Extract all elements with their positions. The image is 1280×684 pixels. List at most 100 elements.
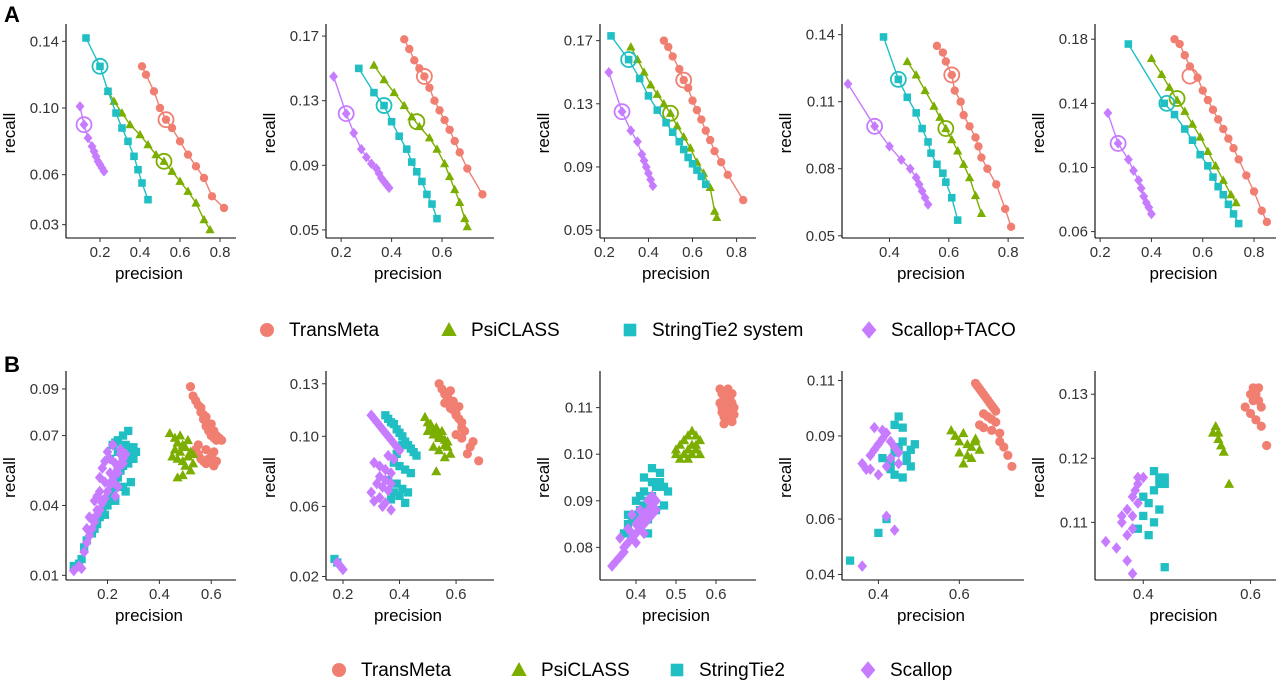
data-point: [422, 425, 433, 435]
highlight-ring: [155, 152, 173, 170]
data-point: [79, 546, 89, 558]
y-tick-label: 0.08: [806, 161, 835, 178]
data-point: [418, 177, 426, 186]
data-point: [369, 60, 379, 69]
data-point: [659, 98, 669, 108]
y-tick-label: 0.11: [1060, 514, 1088, 531]
data-point: [911, 70, 921, 79]
data-point: [82, 34, 90, 42]
data-point: [1213, 427, 1224, 437]
data-point: [659, 501, 669, 510]
data-point: [1224, 200, 1233, 209]
y-tick-label: 0.18: [1059, 31, 1088, 48]
y-tick-label: 0.05: [564, 222, 593, 239]
highlight-ring: [375, 97, 393, 114]
highlight-ring: [620, 51, 638, 68]
data-point: [954, 447, 965, 457]
data-point: [889, 441, 900, 453]
data-point: [1248, 396, 1258, 406]
x-tick-label: 0.2: [331, 244, 352, 261]
data-point: [974, 142, 983, 151]
data-point: [665, 108, 676, 117]
data-point: [1229, 210, 1238, 218]
data-point: [873, 468, 884, 481]
data-point: [1139, 492, 1148, 501]
data-point: [379, 176, 389, 187]
data-point: [1257, 206, 1266, 215]
data-point: [1204, 162, 1212, 170]
y-tick-label: 0.09: [290, 157, 319, 174]
data-point: [905, 163, 915, 174]
data-point: [219, 203, 229, 213]
data-point: [983, 164, 992, 173]
data-point: [635, 513, 645, 526]
data-point: [1133, 478, 1143, 490]
data-point: [1203, 146, 1213, 156]
data-point: [1122, 529, 1133, 541]
data-point: [389, 453, 399, 465]
legend-key: [441, 321, 457, 336]
x-tick-label: 0.4: [879, 244, 900, 261]
data-point: [627, 509, 637, 521]
data-point: [1007, 461, 1017, 472]
data-point: [690, 430, 702, 440]
data-point: [1249, 187, 1259, 196]
data-point: [902, 56, 912, 66]
x-tick-label: 0.4: [638, 244, 659, 261]
data-point: [881, 510, 892, 523]
data-point: [355, 64, 363, 73]
x-tick-label: 0.8: [998, 244, 1019, 261]
y-axis-label: recall: [1029, 113, 1048, 154]
data-point: [692, 105, 702, 115]
data-point: [137, 62, 147, 71]
data-point: [77, 554, 86, 564]
data-point: [1251, 415, 1261, 425]
data-point: [659, 36, 669, 45]
data-point: [1196, 150, 1204, 159]
y-axis-label: recall: [534, 113, 553, 154]
data-point: [432, 144, 442, 153]
data-point: [896, 154, 906, 166]
data-point: [386, 467, 396, 479]
data-point: [947, 70, 956, 80]
data-point: [976, 208, 987, 217]
data-point: [118, 482, 128, 491]
data-point: [1210, 420, 1221, 431]
data-point: [651, 482, 661, 491]
data-point: [460, 213, 470, 223]
data-point: [129, 443, 138, 452]
data-point: [623, 523, 633, 535]
data-point: [81, 523, 92, 535]
data-point: [1180, 106, 1190, 115]
data-point: [1139, 511, 1148, 521]
data-point: [682, 430, 694, 440]
panel-letter-b: B: [4, 352, 20, 377]
data-point: [643, 513, 653, 526]
data-point: [870, 121, 880, 132]
y-tick-label: 0.09: [564, 493, 593, 510]
data-point: [674, 453, 686, 463]
data-point: [647, 490, 657, 502]
data-point: [115, 443, 126, 456]
highlight-ring: [937, 120, 955, 137]
y-tick-label: 0.10: [290, 428, 319, 445]
data-point: [898, 423, 907, 432]
data-point: [182, 451, 193, 461]
data-point: [894, 75, 903, 84]
data-point: [950, 86, 959, 95]
legend-key: [670, 663, 684, 677]
data-point: [1122, 555, 1133, 567]
x-tick-label: 0.6: [682, 244, 703, 261]
data-point: [439, 158, 450, 168]
x-axis-label: precision: [1149, 606, 1217, 625]
data-point: [131, 447, 141, 457]
x-axis-label: precision: [374, 606, 442, 625]
data-point: [946, 425, 957, 435]
data-point: [688, 96, 697, 105]
x-tick-label: 0.6: [949, 586, 970, 603]
x-tick-label: 0.4: [1141, 244, 1162, 261]
legend-label: PsiCLASS: [541, 660, 630, 681]
chart-panel: 0.2 0.4 0.6 0.02 0.06 0.10 0.13 precision recall: [260, 371, 494, 625]
y-tick-label: 0.01: [30, 567, 59, 584]
